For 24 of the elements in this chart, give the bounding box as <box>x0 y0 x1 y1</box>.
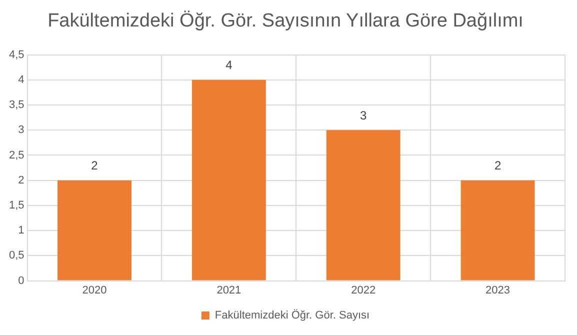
x-tick-label: 2022 <box>351 284 376 296</box>
y-tick-label: 3 <box>18 124 24 136</box>
x-tick-label: 2023 <box>486 284 510 296</box>
data-label: 3 <box>360 108 368 122</box>
y-tick-label: 4 <box>18 74 24 86</box>
x-tick-label: 2021 <box>216 284 242 296</box>
bar <box>58 180 132 280</box>
bar <box>326 130 400 280</box>
y-tick-label: 1 <box>18 224 24 237</box>
bar <box>460 180 535 280</box>
y-tick-label: 0,5 <box>8 250 24 262</box>
y-tick-label: 0 <box>18 274 24 287</box>
y-tick-label: 3,5 <box>8 99 24 112</box>
legend-label: Fakültemizdeki Öğr. Gör. Sayısı <box>214 308 370 322</box>
y-tick-label: 4,5 <box>8 48 24 61</box>
data-label: 2 <box>494 158 502 173</box>
y-tick-label: 1,5 <box>8 200 24 212</box>
y-tick-label: 2,5 <box>8 149 24 162</box>
chart-title: Fakültemizdeki Öğr. Gör. Sayısının Yıllara Göre Dağılımı <box>48 10 524 32</box>
x-tick-label: 2020 <box>82 284 107 296</box>
data-label: 4 <box>226 58 233 72</box>
bar <box>192 80 266 280</box>
y-tick-label: 2 <box>18 174 24 186</box>
data-label: 2 <box>91 158 98 173</box>
